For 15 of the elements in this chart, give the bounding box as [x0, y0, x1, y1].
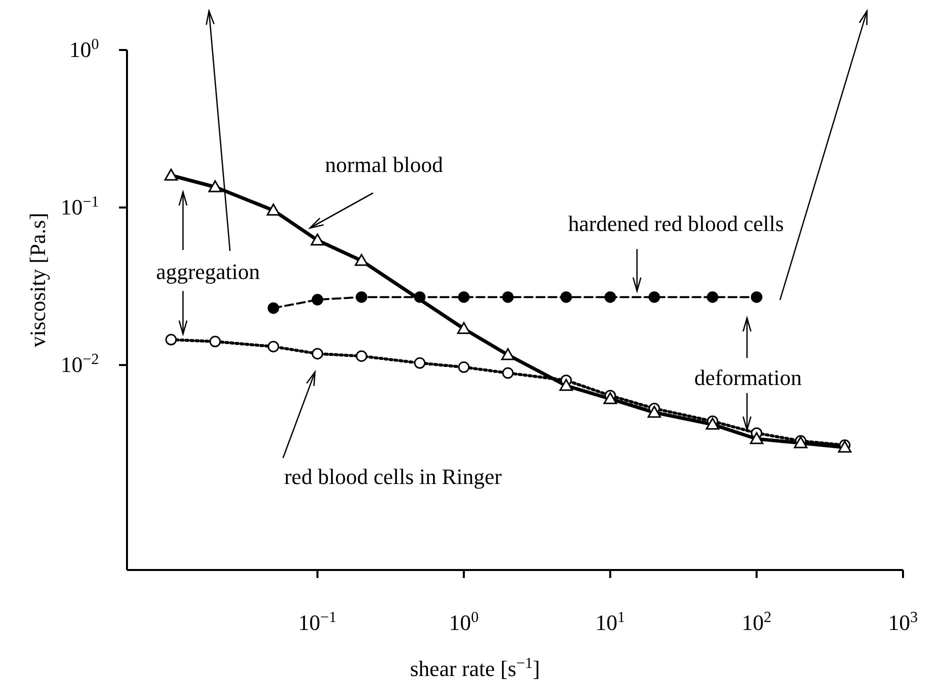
text: hardened red blood cells — [568, 211, 784, 236]
x-tick-label: 10$^{−1}$ — [298, 608, 337, 635]
text: normal blood — [325, 152, 443, 177]
text: red blood cells in Ringer — [284, 464, 502, 489]
x-tick-label: 10$^{1}$ — [595, 608, 626, 635]
y-tick-label: 10$^{0}$ — [69, 36, 100, 62]
y-axis-title: viscosity [Pa.s] — [25, 212, 50, 348]
x-tick-label: 10$^{2}$ — [742, 608, 772, 635]
x-axis-title: shear rate [s$^{−1}$] — [410, 654, 540, 681]
x-tick-label: 10$^{0}$ — [448, 608, 479, 635]
y-tick-label: 10$^{−2}$ — [60, 350, 99, 378]
y-tick-label: 10$^{−1}$ — [60, 193, 99, 220]
annotation: aggregation — [156, 259, 260, 284]
x-tick-label: 10$^{3}$ — [888, 608, 918, 635]
annotation: deformation — [694, 365, 802, 390]
